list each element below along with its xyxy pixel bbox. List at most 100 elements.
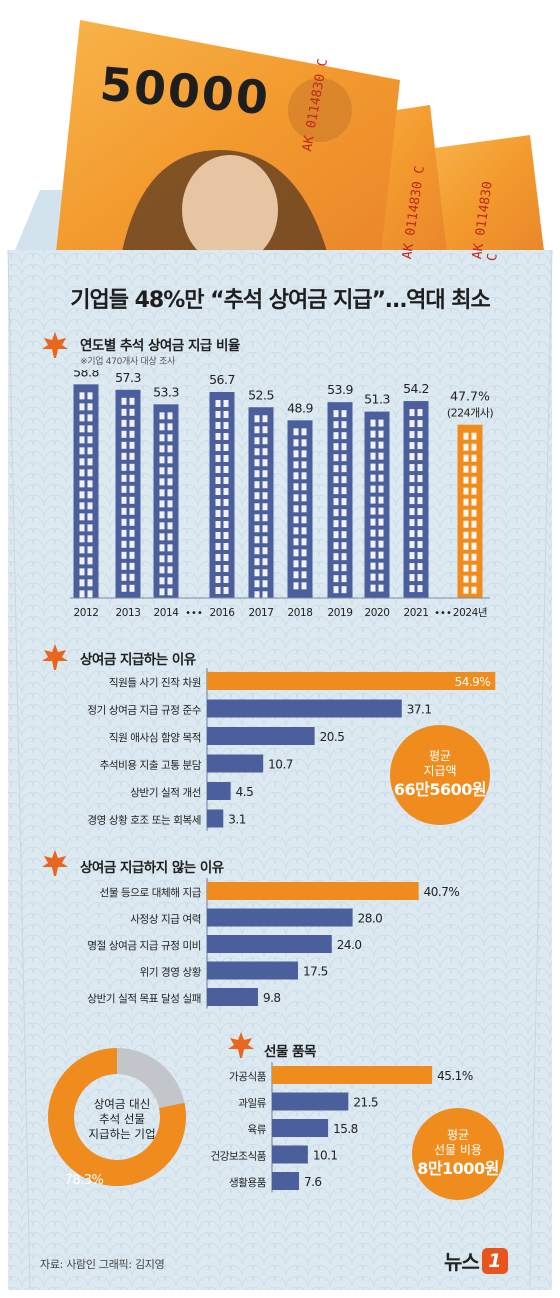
bar-window: [121, 507, 127, 515]
bar-window: [370, 474, 376, 482]
bar-window: [341, 421, 347, 429]
bar-window: [79, 579, 85, 587]
bar-window: [471, 432, 477, 440]
gift-donut-chart: 78.3%: [48, 1048, 186, 1188]
bar-window: [129, 408, 135, 416]
source-credit: 자료: 사람인 그래픽: 김지영: [40, 1258, 165, 1271]
bar-window: [463, 542, 469, 550]
bar-window: [79, 458, 85, 466]
bar: [207, 672, 496, 690]
bar-window: [333, 542, 339, 550]
bar-window: [129, 507, 135, 515]
bar-window: [262, 547, 268, 555]
donut-label-line1: 상여금 대신: [93, 1097, 151, 1111]
bar-window: [167, 423, 173, 431]
bar-window: [121, 474, 127, 482]
bar-window: [79, 568, 85, 576]
bar-window: [378, 529, 384, 537]
bar-window: [409, 486, 415, 494]
data-label: 7.6: [304, 1175, 322, 1189]
bar-window: [223, 399, 229, 407]
bar-window: [378, 573, 384, 581]
maple-leaf-icon: [42, 850, 68, 876]
bar-window: [254, 415, 260, 423]
bar-window: [215, 542, 221, 550]
bar-window: [333, 509, 339, 517]
bar-window: [370, 551, 376, 559]
category-label: 명절 상여금 지급 규정 미비: [87, 939, 201, 952]
bar-window: [87, 546, 93, 554]
yearly-bar-chart: 58.8 2012 57.3 2013 53.3 2014 56.7 2016 52.5 2017…: [70, 370, 494, 619]
data-label: 48.9: [287, 400, 313, 415]
bar-window: [409, 420, 415, 428]
bar-window: [301, 527, 307, 535]
bar-window: [409, 585, 415, 593]
data-label: 21.5: [353, 1096, 378, 1110]
bar-window: [471, 575, 477, 583]
bar: [457, 424, 483, 598]
bar-window: [262, 536, 268, 544]
bar-window: [341, 498, 347, 506]
bar-window: [262, 470, 268, 478]
bar: [272, 1172, 299, 1190]
avg-gift-line1: 평균: [446, 1128, 470, 1142]
bar-window: [129, 474, 135, 482]
bar-window: [121, 551, 127, 559]
bar-window: [378, 485, 384, 493]
donut-label: 상여금 대신 추석 선물 지급하는 기업: [72, 1097, 172, 1142]
avg-bonus-circle: 평균 지급액 66만5600원: [390, 725, 490, 825]
bar-window: [301, 450, 307, 458]
bar-window: [341, 542, 347, 550]
bar-window: [167, 445, 173, 453]
bar-window: [262, 514, 268, 522]
category-label: 사정상 지급 여력: [130, 914, 201, 926]
bar-window: [159, 511, 165, 519]
bar-window: [167, 489, 173, 497]
bar-window: [341, 487, 347, 495]
bar-window: [129, 496, 135, 504]
bar-window: [301, 439, 307, 447]
bar-window: [417, 475, 423, 483]
bar-window: [223, 575, 229, 583]
tick-label: 2014: [153, 607, 179, 619]
bar-window: [463, 454, 469, 462]
bar-window: [370, 419, 376, 427]
bar-window: [129, 540, 135, 548]
bar-window: [417, 552, 423, 560]
bar-window: [293, 549, 299, 557]
bar-window: [87, 469, 93, 477]
data-label: 9.8: [263, 991, 281, 1005]
bar-window: [471, 443, 477, 451]
bar-window: [121, 518, 127, 526]
bar-window: [129, 397, 135, 405]
bar-window: [471, 542, 477, 550]
bar-window: [223, 487, 229, 495]
bar-window: [167, 566, 173, 574]
bar-window: [262, 448, 268, 456]
bar-window: [417, 420, 423, 428]
avg-bonus-line1: 평균: [428, 749, 452, 763]
section-title-yearly: 연도별 추석 상여금 지급 비율: [80, 338, 240, 354]
bar-window: [262, 580, 268, 588]
bar-window: [159, 588, 165, 596]
bar-window: [341, 443, 347, 451]
bar-window: [215, 476, 221, 484]
bar: [207, 727, 315, 745]
maple-leaf-icon: [42, 332, 68, 358]
bar-window: [254, 470, 260, 478]
bar-window: [333, 564, 339, 572]
bar-window: [87, 590, 93, 598]
gap-marker: •••: [185, 608, 203, 619]
bar-window: [417, 585, 423, 593]
bar-window: [293, 571, 299, 579]
bar-window: [215, 487, 221, 495]
bar-window: [463, 564, 469, 572]
avg-gift-circle: 평균 선물 비용 8만1000원: [412, 1108, 504, 1200]
bar-window: [87, 414, 93, 422]
bar: [207, 961, 298, 980]
bar-window: [167, 522, 173, 530]
bar-window: [341, 432, 347, 440]
data-label: 10.7: [268, 758, 293, 772]
bar-window: [223, 531, 229, 539]
bar-window: [301, 494, 307, 502]
